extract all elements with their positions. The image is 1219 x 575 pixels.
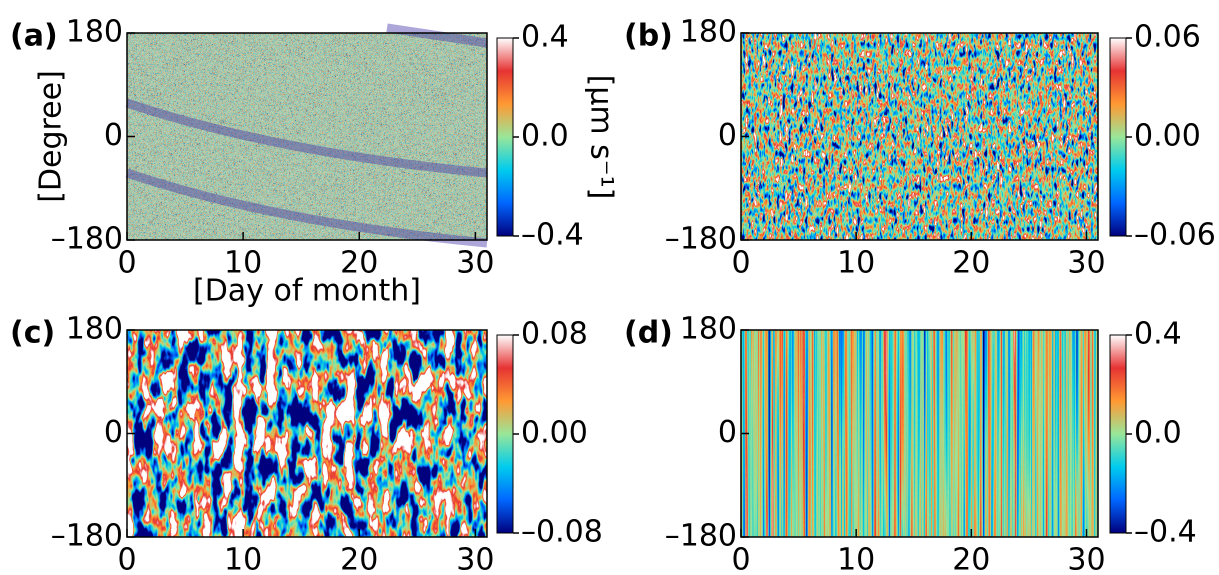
x-tick-label: 0 <box>117 543 136 575</box>
y-tick-label: –180 <box>51 519 123 554</box>
colorbar-label: [µm s⁻¹] <box>584 75 619 200</box>
x-tick-label: 0 <box>117 246 136 281</box>
x-tick-label: 30 <box>1067 246 1105 281</box>
colorbar-tick-label: –0.4 <box>521 218 584 253</box>
heatmap <box>741 330 1098 537</box>
colorbar-tick-label: –0.06 <box>1134 218 1216 253</box>
colorbar-tick-label: 0.4 <box>521 20 569 55</box>
y-tick-label: 180 <box>680 15 737 50</box>
y-tick-label: 0 <box>718 118 737 153</box>
wave-band <box>386 23 488 48</box>
y-tick-label: 180 <box>66 15 123 50</box>
heatmap <box>127 33 487 240</box>
x-tick-label: 0 <box>731 246 750 281</box>
x-tick-label: 10 <box>837 246 875 281</box>
x-tick-label: 20 <box>952 543 990 575</box>
colorbar-tick-label: –0.08 <box>521 515 603 550</box>
colorbar-tick-label: 0.06 <box>1134 20 1201 55</box>
x-tick-label: 10 <box>224 543 262 575</box>
x-tick-label: 20 <box>952 246 990 281</box>
wave-band <box>125 98 488 178</box>
panel-label: (a) <box>10 19 58 54</box>
x-tick-label: 10 <box>224 246 262 281</box>
y-tick-label: –180 <box>51 222 123 257</box>
colorbar-tick-label: 0.0 <box>1134 416 1182 451</box>
colorbar <box>496 37 514 237</box>
x-tick-label: 30 <box>456 543 494 575</box>
colorbar-tick-label: 0.00 <box>1134 119 1201 154</box>
x-tick-label: 10 <box>837 543 875 575</box>
colorbar <box>1109 37 1127 237</box>
heatmap <box>741 33 1098 240</box>
panel-label: (b) <box>624 19 673 54</box>
colorbar-tick-label: 0.08 <box>521 317 588 352</box>
colorbar-tick-label: 0.4 <box>1134 317 1182 352</box>
wave-band <box>125 168 488 248</box>
x-tick-label: 20 <box>340 543 378 575</box>
x-tick-label: 30 <box>456 246 494 281</box>
x-tick-label: 20 <box>340 246 378 281</box>
y-tick-label: 0 <box>718 415 737 450</box>
panel-label: (d) <box>624 316 673 351</box>
y-tick-label: 0 <box>104 415 123 450</box>
y-tick-label: 180 <box>66 312 123 347</box>
colorbar-tick-label: –0.4 <box>1134 515 1197 550</box>
y-tick-label: 0 <box>104 118 123 153</box>
x-axis-label: [Day of month] <box>193 274 421 309</box>
heatmap <box>127 330 487 537</box>
x-tick-label: 0 <box>731 543 750 575</box>
colorbar-tick-label: 0.0 <box>521 119 569 154</box>
colorbar-tick-label: 0.00 <box>521 416 588 451</box>
y-tick-label: 180 <box>680 312 737 347</box>
panel-label: (c) <box>10 316 55 351</box>
colorbar <box>496 334 514 534</box>
y-tick-label: –180 <box>665 222 737 257</box>
y-axis-label: [Degree] <box>34 70 69 203</box>
x-tick-label: 30 <box>1067 543 1105 575</box>
colorbar <box>1109 334 1127 534</box>
y-tick-label: –180 <box>665 519 737 554</box>
